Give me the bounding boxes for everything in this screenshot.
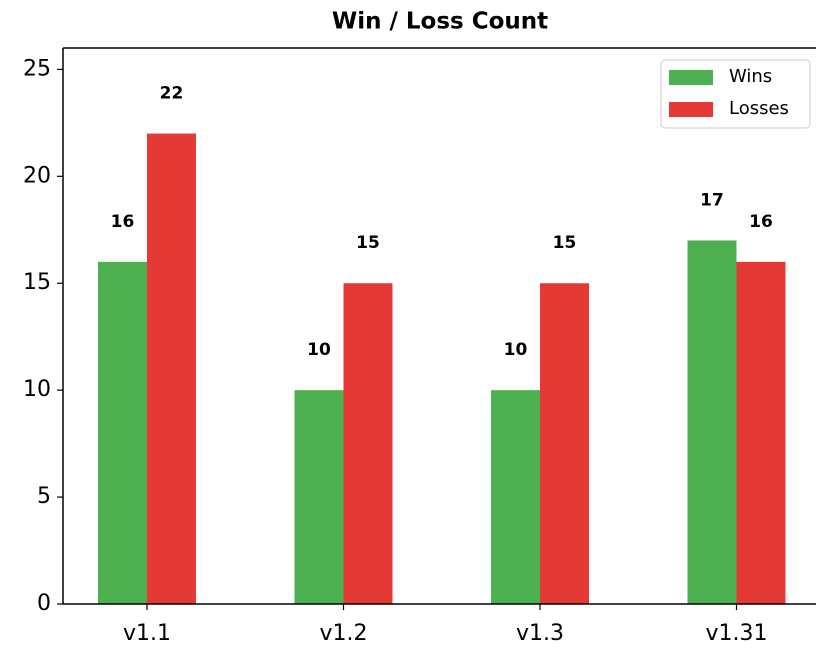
value-label: 22: [160, 84, 184, 104]
y-tick-label: 5: [37, 484, 51, 509]
y-tick-label: 20: [23, 163, 51, 188]
bar: [343, 283, 393, 604]
value-label: 16: [749, 212, 773, 232]
x-tick-label: v1.1: [123, 621, 171, 646]
value-label: 10: [504, 340, 528, 360]
chart-title: Win / Loss Count: [332, 9, 548, 35]
y-tick-label: 0: [37, 591, 51, 616]
bar: [687, 240, 737, 604]
y-tick-label: 25: [23, 56, 51, 81]
legend-swatch: [669, 70, 713, 85]
legend-label: Wins: [729, 66, 772, 87]
legend-label: Losses: [729, 98, 789, 119]
value-label: 16: [111, 212, 135, 232]
bar: [540, 283, 589, 604]
x-tick-label: v1.2: [319, 621, 367, 646]
y-tick-label: 15: [23, 270, 51, 295]
bar: [294, 390, 344, 604]
x-tick-label: v1.31: [705, 621, 767, 646]
y-tick-label: 10: [23, 377, 51, 402]
bar: [491, 390, 540, 604]
value-label: 15: [356, 233, 380, 253]
value-label: 10: [307, 340, 331, 360]
bar: [98, 261, 147, 604]
value-label: 15: [553, 233, 577, 253]
x-tick-label: v1.3: [516, 621, 564, 646]
legend-swatch: [669, 102, 713, 117]
bar: [736, 261, 786, 604]
value-label: 17: [700, 190, 724, 210]
bar: [147, 133, 196, 605]
